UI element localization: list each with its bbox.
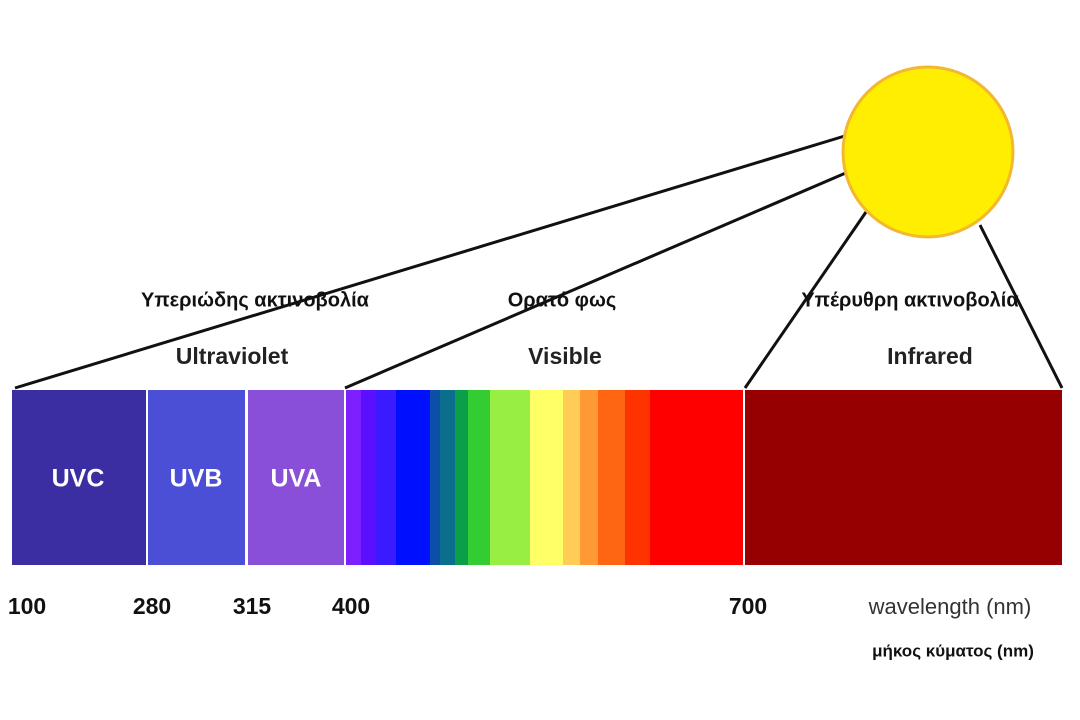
axis-label-greek: μήκος κύματος (nm) <box>872 641 1034 660</box>
axis-label: wavelength (nm) <box>868 594 1032 619</box>
stripe <box>468 390 490 565</box>
stripe <box>580 390 598 565</box>
stripe <box>376 390 396 565</box>
wavelength-label: 280 <box>133 593 171 619</box>
uv-label: Ultraviolet <box>176 343 289 369</box>
uvc-band <box>12 390 146 565</box>
stripe <box>650 390 743 565</box>
uv-greek-label: Υπεριώδης ακτινοβολία <box>141 289 370 311</box>
wavelength-label: 100 <box>8 593 46 619</box>
uvb-band <box>148 390 245 565</box>
uva-band <box>248 390 344 565</box>
band-label: UVC <box>52 465 105 493</box>
visible-label: Visible <box>528 343 602 369</box>
visible-greek-label: Ορατό φως <box>508 289 617 311</box>
ir-label: Infrared <box>887 343 973 369</box>
wavelength-label: 315 <box>233 593 272 619</box>
ray <box>14 133 849 390</box>
stripe <box>440 390 455 565</box>
stripe <box>598 390 625 565</box>
stripe <box>563 390 580 565</box>
ray <box>743 211 868 389</box>
stripe <box>361 390 376 565</box>
stripe <box>430 390 440 565</box>
visible-band <box>346 390 743 565</box>
stripe <box>396 390 430 565</box>
stripe <box>346 390 361 565</box>
stripe <box>455 390 468 565</box>
band-label: UVA <box>271 465 322 493</box>
stripe <box>490 390 530 565</box>
ray <box>978 224 1064 389</box>
wavelength-label: 700 <box>729 593 767 619</box>
sun-rays <box>14 133 1064 390</box>
band-label: UVB <box>170 465 223 493</box>
ray <box>344 170 849 390</box>
stripe <box>625 390 650 565</box>
stripe <box>530 390 563 565</box>
wavelength-label: 400 <box>332 593 370 619</box>
infrared-band <box>745 390 1062 565</box>
sun <box>841 65 1015 239</box>
ir-greek-label: Υπέρυθρη ακτινοβολία <box>801 289 1019 311</box>
